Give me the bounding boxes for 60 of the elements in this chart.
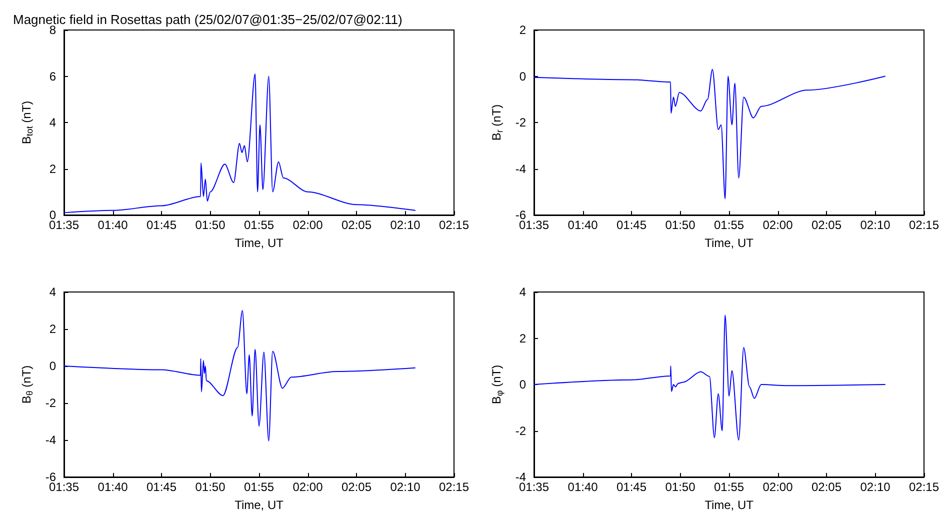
y-tick-label: 0 bbox=[519, 69, 526, 84]
line-series bbox=[534, 314, 886, 440]
x-tick-label: 01:55 bbox=[714, 480, 744, 494]
x-tick-label: 01:45 bbox=[616, 480, 647, 494]
x-tick-label: 02:05 bbox=[341, 480, 372, 494]
y-tick-label: -2 bbox=[515, 424, 526, 438]
x-tick-label: 02:05 bbox=[811, 218, 842, 232]
x-tick-label: 01:40 bbox=[98, 480, 128, 494]
x-axis-title: Time, UT bbox=[704, 236, 754, 250]
y-tick-label: 2 bbox=[49, 162, 56, 176]
x-tick-label: 02:10 bbox=[390, 480, 421, 494]
y-tick-label: 2 bbox=[519, 23, 526, 37]
x-tick-label: 02:00 bbox=[292, 480, 324, 494]
x-tick-label: 02:10 bbox=[390, 218, 421, 232]
line-series bbox=[534, 68, 886, 200]
y-tick-label: -4 bbox=[515, 162, 526, 176]
y-axis-title: Br (nT) bbox=[490, 104, 504, 141]
x-tick-label: 02:15 bbox=[438, 480, 470, 494]
y-tick-label: -2 bbox=[515, 116, 526, 130]
x-axis-title: Time, UT bbox=[704, 498, 754, 512]
y-tick-label: -2 bbox=[45, 396, 56, 410]
x-tick-label: 02:15 bbox=[908, 218, 940, 232]
line-series bbox=[64, 310, 416, 442]
x-tick-label: 02:15 bbox=[908, 480, 940, 494]
x-tick-label: 01:45 bbox=[616, 218, 647, 232]
y-axis-title: Bθ (nT) bbox=[20, 365, 34, 404]
x-tick-label: 01:50 bbox=[665, 480, 696, 494]
y-tick-label: 2 bbox=[519, 331, 526, 346]
x-tick-label: 02:05 bbox=[811, 480, 842, 494]
x-tick-label: 02:00 bbox=[762, 218, 794, 232]
x-tick-label: 01:45 bbox=[146, 480, 177, 494]
x-axis-title: Time, UT bbox=[234, 498, 284, 512]
x-tick-label: 02:15 bbox=[438, 218, 470, 232]
y-tick-label: -4 bbox=[45, 433, 56, 447]
x-tick-label: 01:50 bbox=[195, 480, 226, 494]
x-tick-label: 02:10 bbox=[860, 480, 891, 494]
x-tick-label: 01:50 bbox=[665, 218, 696, 232]
y-tick-label: 4 bbox=[519, 285, 526, 299]
x-tick-label: 02:05 bbox=[341, 218, 372, 232]
x-tick-label: 01:40 bbox=[568, 218, 598, 232]
x-tick-label: 01:40 bbox=[568, 480, 598, 494]
x-tick-label: 01:50 bbox=[195, 218, 226, 232]
x-tick-label: 01:45 bbox=[146, 218, 177, 232]
x-tick-label: 02:00 bbox=[762, 480, 794, 494]
x-tick-label: 02:10 bbox=[860, 218, 891, 232]
y-tick-label: 6 bbox=[49, 69, 56, 84]
x-tick-label: 01:40 bbox=[98, 218, 128, 232]
x-tick-label: 01:55 bbox=[244, 218, 274, 232]
y-axis-title: Bφ (nT) bbox=[490, 364, 504, 404]
y-tick-label: 2 bbox=[49, 322, 56, 336]
x-tick-label: 01:55 bbox=[244, 480, 274, 494]
y-tick-label: 4 bbox=[49, 285, 56, 299]
y-axis-title: Btot (nT) bbox=[20, 100, 34, 144]
x-tick-label: 02:00 bbox=[292, 218, 324, 232]
y-tick-label: 0 bbox=[519, 378, 526, 392]
y-tick-label: 4 bbox=[49, 116, 56, 130]
y-tick-label: 0 bbox=[49, 359, 56, 373]
x-axis-title: Time, UT bbox=[234, 236, 284, 250]
x-tick-label: 01:55 bbox=[714, 218, 744, 232]
line-series bbox=[64, 73, 416, 214]
